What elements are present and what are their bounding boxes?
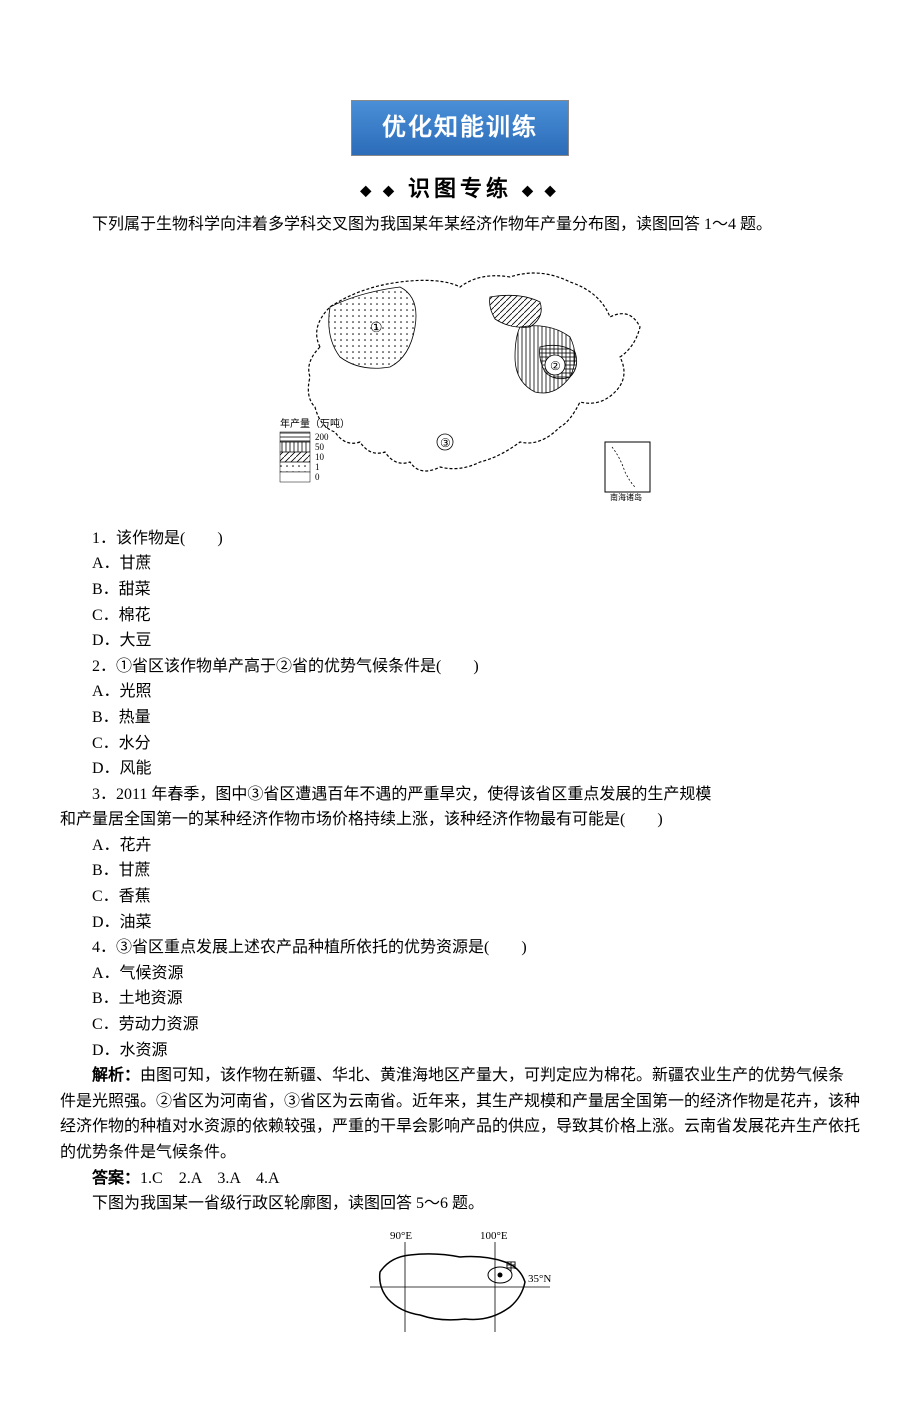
map-legend: 年产量（万吨） 200 50 10 1 0 — [280, 417, 350, 482]
province-map-svg: 90°E 100°E 35°N 甲 — [350, 1227, 570, 1347]
lat-label: 35°N — [528, 1273, 551, 1285]
q3-stem-line2: 和产量居全国第一的某种经济作物市场价格持续上涨，该种经济作物最有可能是( ) — [60, 807, 860, 833]
q3-option-b: B．甘蔗 — [60, 858, 860, 884]
section-title: 识图专练 — [408, 176, 512, 201]
south-sea-inset: 南海诸岛 — [605, 442, 650, 502]
svg-text:②: ② — [550, 359, 561, 373]
q1-stem: 1．该作物是( ) — [60, 526, 860, 552]
analysis-paragraph: 解析：由图可知，该作物在新疆、华北、黄淮海地区产量大，可判定应为棉花。新疆农业生… — [60, 1063, 860, 1165]
intro-paragraph: 下列属于生物科学向沣着多学科交叉图为我国某年某经济作物年产量分布图，读图回答 1… — [60, 212, 860, 238]
q2-option-a: A．光照 — [60, 679, 860, 705]
region-3: ③ — [437, 434, 453, 450]
svg-text:南海诸岛: 南海诸岛 — [610, 492, 642, 502]
q4-option-b: B．土地资源 — [60, 986, 860, 1012]
q1-option-a: A．甘蔗 — [60, 551, 860, 577]
q2-option-c: C．水分 — [60, 731, 860, 757]
answers-label: 答案： — [92, 1170, 140, 1187]
svg-text:10: 10 — [315, 452, 325, 462]
svg-text:0: 0 — [315, 472, 320, 482]
q4-option-d: D．水资源 — [60, 1038, 860, 1064]
lon2-label: 100°E — [480, 1230, 508, 1242]
map1-figure: ① ② ③ 年产量（万 — [60, 247, 860, 516]
q2-option-d: D．风能 — [60, 756, 860, 782]
svg-text:③: ③ — [440, 436, 451, 450]
q3-option-a: A．花卉 — [60, 833, 860, 859]
header-banner: 优化知能训练 — [351, 100, 569, 156]
svg-text:50: 50 — [315, 442, 325, 452]
map2-figure: 90°E 100°E 35°N 甲 — [60, 1227, 860, 1356]
region-1: ① — [329, 287, 416, 368]
q3-stem-line1: 3．2011 年春季，图中③省区遭遇百年不遇的严重旱灾，使得该省区重点发展的生产… — [60, 782, 860, 808]
analysis-label: 解析： — [92, 1067, 140, 1084]
city-marker: 甲 — [488, 1260, 517, 1283]
q1-option-b: B．甜菜 — [60, 577, 860, 603]
svg-text:200: 200 — [315, 432, 329, 442]
svg-text:1: 1 — [315, 462, 320, 472]
q4-option-c: C．劳动力资源 — [60, 1012, 860, 1038]
q1-option-d: D．大豆 — [60, 628, 860, 654]
q3-option-c: C．香蕉 — [60, 884, 860, 910]
q2-stem: 2．①省区该作物单产高于②省的优势气候条件是( ) — [60, 654, 860, 680]
svg-text:①: ① — [370, 321, 383, 336]
answers-paragraph: 答案：1.C 2.A 3.A 4.A — [60, 1166, 860, 1192]
analysis-text: 由图可知，该作物在新疆、华北、黄淮海地区产量大，可判定应为棉花。新疆农业生产的优… — [60, 1067, 860, 1161]
q1-option-c: C．棉花 — [60, 603, 860, 629]
lon1-label: 90°E — [390, 1230, 412, 1242]
answers-text: 1.C 2.A 3.A 4.A — [140, 1170, 280, 1187]
q4-stem: 4．③省区重点发展上述农产品种植所依托的优势资源是( ) — [60, 935, 860, 961]
q3-option-d: D．油菜 — [60, 910, 860, 936]
svg-text:年产量（万吨）: 年产量（万吨） — [280, 417, 350, 430]
china-map-svg: ① ② ③ 年产量（万 — [260, 247, 660, 507]
q2-option-b: B．热量 — [60, 705, 860, 731]
diamond-right: ◆ ◆ — [522, 179, 559, 201]
q4-option-a: A．气候资源 — [60, 961, 860, 987]
intro2-paragraph: 下图为我国某一省级行政区轮廓图，读图回答 5～6 题。 — [60, 1191, 860, 1217]
region-2: ② — [490, 296, 577, 394]
section-header: ◆ ◆ 识图专练 ◆ ◆ — [60, 171, 860, 206]
diamond-left: ◆ ◆ — [360, 179, 397, 201]
city-label: 甲 — [505, 1260, 517, 1274]
